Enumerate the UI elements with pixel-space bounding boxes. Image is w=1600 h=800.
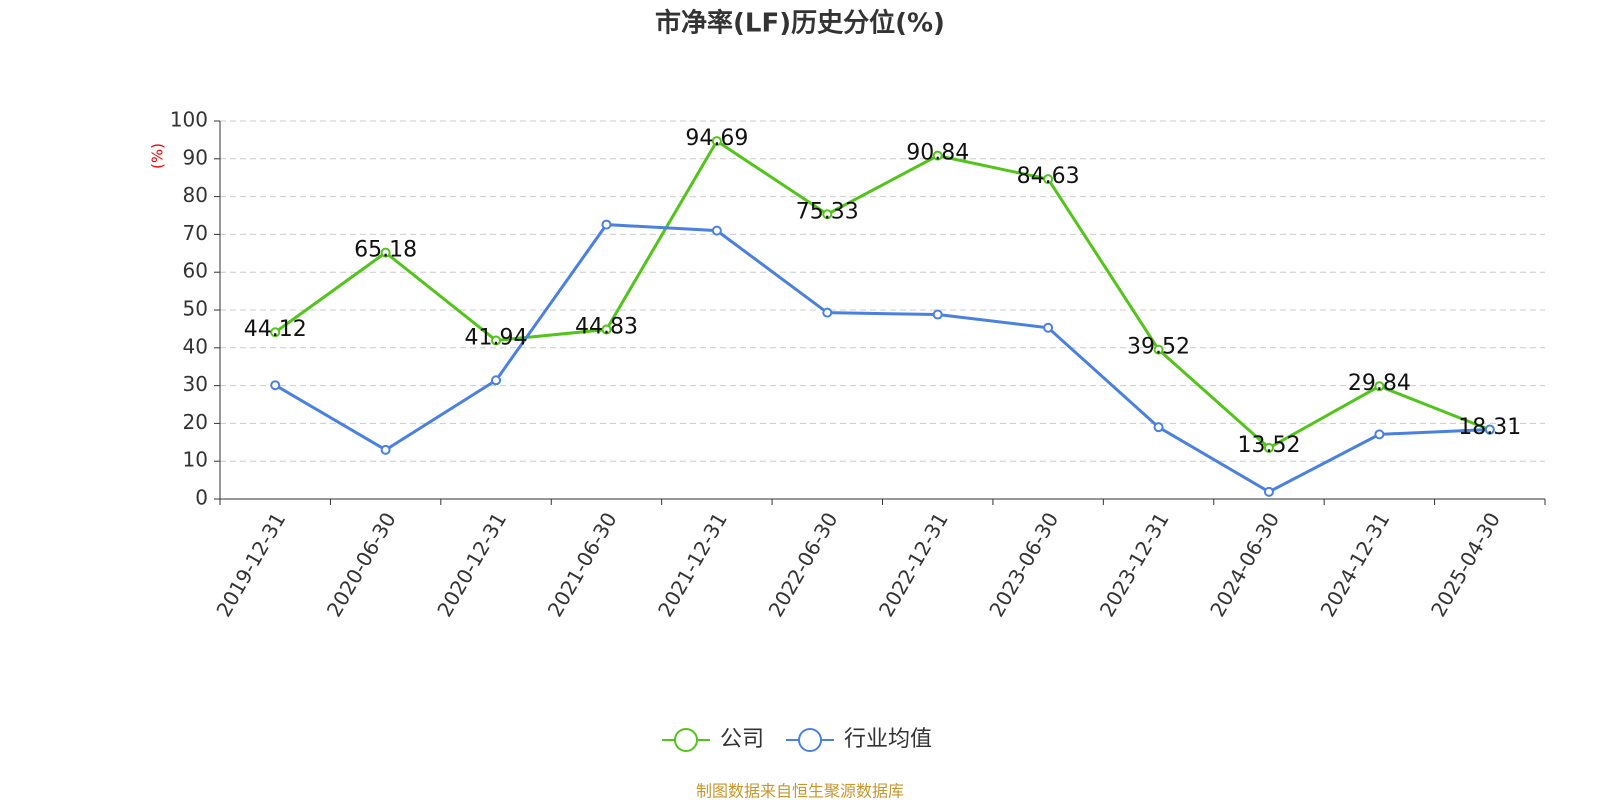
data-point — [932, 309, 943, 320]
data-point — [1153, 422, 1164, 433]
x-tick-label: 2022-06-30 — [763, 508, 842, 621]
y-tick-label: 10 — [183, 448, 208, 472]
data-label: 39.52 — [1127, 335, 1190, 360]
data-label: 44.83 — [575, 315, 638, 340]
y-tick-label: 50 — [183, 297, 208, 321]
data-point — [491, 335, 502, 346]
x-tick-label: 2022-12-31 — [874, 508, 953, 621]
y-tick-label: 90 — [183, 145, 208, 169]
data-point — [1374, 381, 1385, 392]
series-line — [274, 138, 1491, 450]
x-tick-label: 2020-12-31 — [432, 508, 511, 621]
x-tick-label: 2023-06-30 — [984, 508, 1063, 621]
data-point — [601, 219, 612, 230]
data-point — [1263, 486, 1274, 497]
y-tick-label: 30 — [183, 372, 208, 396]
data-point — [1043, 322, 1054, 333]
data-point — [932, 150, 943, 161]
data-point — [380, 444, 391, 455]
data-point — [822, 307, 833, 318]
y-axis-label: (%) — [149, 143, 167, 169]
data-point — [270, 380, 281, 391]
data-label: 65.18 — [354, 238, 417, 263]
x-tick-label: 2023-12-31 — [1095, 508, 1174, 621]
data-point — [601, 324, 612, 335]
y-tick-label: 60 — [183, 259, 208, 283]
y-tick-label: 100 — [170, 108, 208, 132]
data-point — [822, 209, 833, 220]
series-line — [274, 223, 1490, 494]
data-label: 41.94 — [465, 325, 528, 350]
y-tick-label: 80 — [183, 183, 208, 207]
data-label: 18.31 — [1458, 415, 1521, 440]
data-label: 13.52 — [1237, 433, 1300, 458]
x-tick-label: 2019-12-31 — [211, 508, 290, 621]
data-point — [711, 136, 722, 147]
data-label: 75.33 — [796, 199, 859, 224]
data-label: 84.63 — [1017, 164, 1080, 189]
y-tick-label: 20 — [183, 410, 208, 434]
data-point — [380, 247, 391, 258]
data-point — [491, 375, 502, 386]
y-tick-label: 0 — [195, 486, 208, 510]
legend-label: 行业均值 — [844, 727, 932, 752]
x-tick-label: 2025-04-30 — [1426, 508, 1505, 621]
data-label: 90.84 — [906, 141, 969, 166]
data-point — [711, 225, 722, 236]
data-point — [1263, 442, 1274, 453]
y-tick-label: 40 — [183, 334, 208, 358]
legend-label: 公司 — [720, 727, 764, 752]
x-tick-label: 2024-06-30 — [1205, 508, 1284, 621]
data-point — [1374, 429, 1385, 440]
legend-marker — [674, 728, 698, 752]
x-tick-label: 2021-06-30 — [543, 508, 622, 621]
y-tick-label: 70 — [183, 221, 208, 245]
data-label: 29.84 — [1348, 371, 1411, 396]
source-note: 制图数据来自恒生聚源数据库 — [696, 782, 904, 800]
x-tick-label: 2020-06-30 — [322, 508, 401, 621]
x-tick-label: 2021-12-31 — [653, 508, 732, 621]
x-tick-label: 2024-12-31 — [1316, 508, 1395, 621]
chart-title: 市净率(LF)历史分位(%) — [655, 8, 945, 39]
data-point — [270, 327, 281, 338]
data-point — [1484, 424, 1495, 435]
data-label: 94.69 — [685, 126, 748, 151]
data-label: 44.12 — [244, 317, 307, 342]
data-point — [1043, 174, 1054, 185]
data-point — [1153, 344, 1164, 355]
legend-marker — [798, 728, 823, 752]
